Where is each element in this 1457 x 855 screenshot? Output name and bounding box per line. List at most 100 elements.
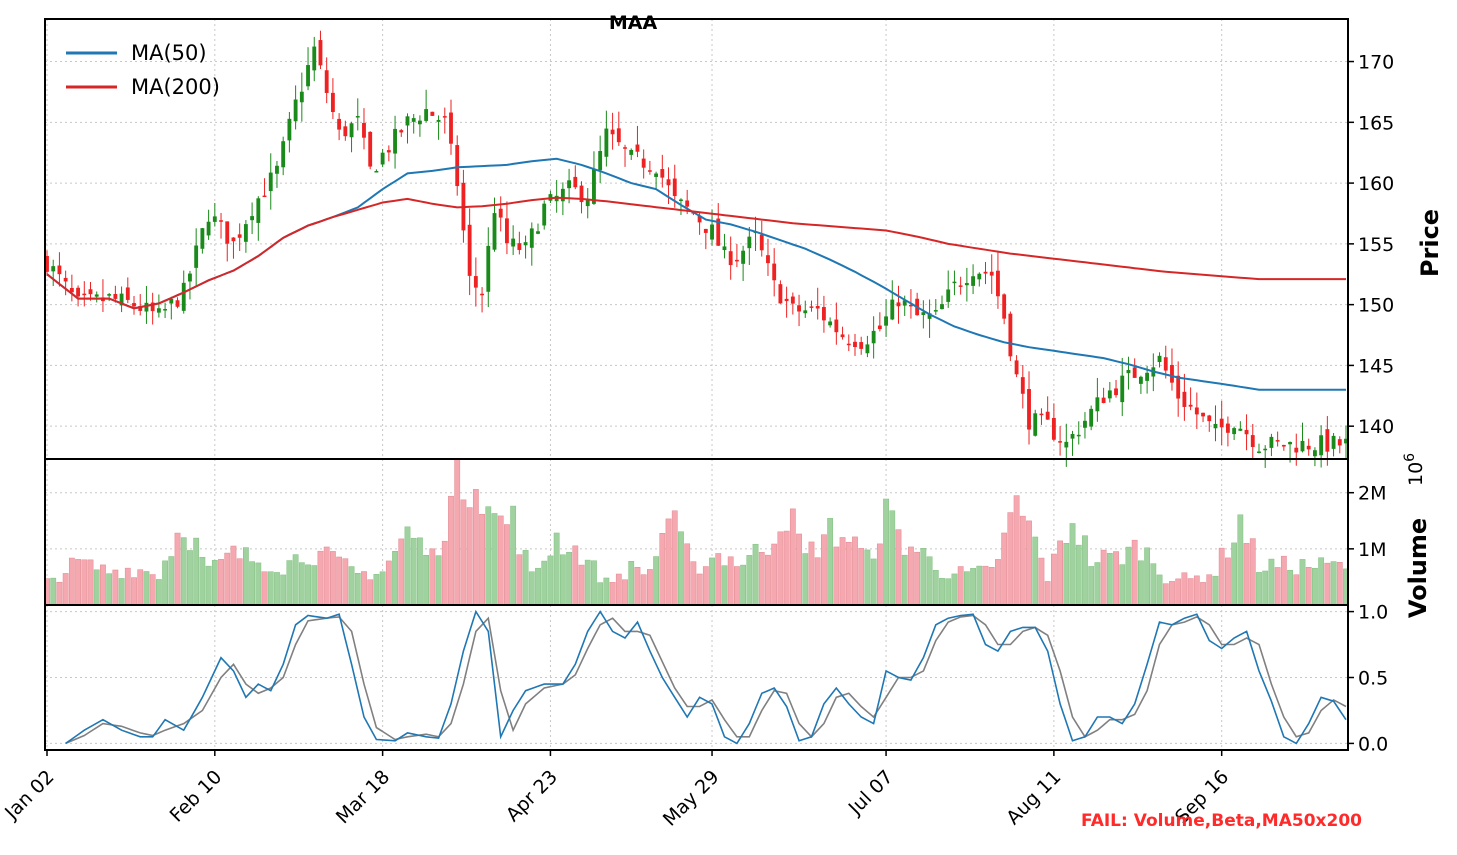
candle-body bbox=[703, 228, 708, 233]
volume-bar bbox=[522, 550, 529, 606]
volume-bar bbox=[199, 556, 206, 606]
oscillator-panel: 0.0 0.5 1.0 bbox=[44, 602, 1388, 755]
candle-body bbox=[94, 294, 99, 297]
candle-body bbox=[150, 302, 155, 312]
volume-bar bbox=[93, 569, 100, 606]
volume-bar bbox=[1274, 567, 1281, 606]
x-tick-label: Feb 10 bbox=[166, 766, 227, 827]
volume-bar bbox=[721, 565, 728, 606]
candle-body bbox=[1132, 367, 1137, 378]
candle-body bbox=[654, 173, 659, 177]
volume-bar bbox=[311, 565, 318, 606]
volume-bar bbox=[1312, 567, 1318, 606]
volume-bar bbox=[895, 529, 902, 606]
candle-body bbox=[480, 293, 484, 296]
candle-body bbox=[511, 238, 516, 247]
volume-bar bbox=[553, 532, 560, 606]
volume-bar bbox=[883, 498, 889, 606]
volume-bar bbox=[1001, 532, 1008, 606]
volume-bar bbox=[783, 530, 790, 606]
volume-bar bbox=[970, 568, 976, 606]
candle-body bbox=[1014, 360, 1019, 375]
x-axis-ticks: Jan 02 Feb 10 Mar 18 Apr 23 May 29 Jul 07 Aug … bbox=[0, 750, 1233, 831]
candle-body bbox=[498, 208, 503, 218]
candle-body bbox=[430, 111, 435, 116]
price-axis-label: Price bbox=[1416, 209, 1444, 277]
volume-bar bbox=[864, 549, 871, 606]
volume-bar bbox=[1181, 572, 1188, 606]
candle-body bbox=[1337, 439, 1342, 446]
volume-bar bbox=[1200, 582, 1206, 606]
volume-bar bbox=[330, 551, 336, 606]
candle-body bbox=[256, 198, 261, 223]
volume-bar bbox=[914, 551, 921, 606]
candle-body bbox=[610, 129, 615, 135]
candle-body bbox=[542, 203, 547, 226]
candle-body bbox=[853, 341, 857, 348]
price-tick-label: 140 bbox=[1358, 416, 1394, 438]
volume-bar bbox=[100, 564, 106, 606]
legend-ma50-label: MA(50) bbox=[131, 41, 207, 65]
candle-body bbox=[784, 298, 789, 302]
candle-body bbox=[355, 116, 360, 118]
candle-body bbox=[1126, 369, 1131, 374]
volume-bar bbox=[1175, 578, 1182, 606]
candle-body bbox=[275, 165, 279, 174]
candle-body bbox=[734, 259, 739, 262]
candle-body bbox=[623, 147, 627, 149]
candle-body bbox=[467, 224, 472, 276]
candle-body bbox=[1207, 415, 1212, 422]
candle-body bbox=[374, 170, 379, 173]
candle-body bbox=[660, 169, 665, 178]
candle-body bbox=[1120, 375, 1125, 403]
volume-bar bbox=[504, 524, 510, 606]
candle-body bbox=[262, 195, 267, 198]
candle-body bbox=[728, 251, 733, 266]
price-tick-label: 150 bbox=[1358, 295, 1394, 317]
volume-axis-label: Volume bbox=[1404, 518, 1432, 618]
volume-bar bbox=[211, 560, 218, 606]
candle-body bbox=[722, 246, 727, 251]
candle-body bbox=[442, 116, 447, 118]
volume-bar bbox=[584, 559, 591, 606]
candle-body bbox=[1145, 372, 1150, 381]
candle-body bbox=[666, 179, 671, 186]
volume-bar bbox=[1150, 563, 1157, 606]
volume-bar bbox=[448, 495, 454, 606]
volume-bar bbox=[50, 577, 57, 606]
volume-bar bbox=[808, 541, 815, 606]
oscillator-tick-label: 0.5 bbox=[1358, 668, 1388, 690]
candle-body bbox=[206, 221, 211, 236]
volume-bar bbox=[827, 518, 834, 606]
candle-body bbox=[293, 99, 298, 122]
volume-bar bbox=[187, 550, 193, 606]
candle-body bbox=[250, 216, 255, 221]
candle-body bbox=[1076, 434, 1081, 437]
candle-body bbox=[716, 218, 721, 246]
candle-body bbox=[88, 289, 93, 295]
candle-body bbox=[287, 118, 292, 141]
candle-body bbox=[1101, 397, 1106, 404]
volume-bar bbox=[796, 533, 802, 606]
candle-body bbox=[1281, 444, 1286, 447]
volume-bar bbox=[243, 547, 249, 606]
candle-body bbox=[579, 185, 584, 203]
volume-bar bbox=[1162, 583, 1169, 606]
volume-bar bbox=[671, 510, 678, 606]
candle-body bbox=[946, 289, 951, 302]
volume-bar bbox=[354, 573, 361, 606]
volume-bar bbox=[1082, 535, 1088, 606]
volume-bar bbox=[1106, 552, 1113, 606]
candle-body bbox=[1238, 428, 1243, 431]
volume-bar bbox=[1038, 557, 1045, 606]
candle-body bbox=[368, 131, 373, 167]
volume-bar bbox=[821, 534, 827, 606]
volume-bar bbox=[901, 554, 908, 606]
volume-bar bbox=[75, 559, 81, 606]
volume-bar bbox=[715, 553, 722, 606]
candle-body bbox=[747, 236, 752, 249]
volume-bar bbox=[1318, 557, 1325, 606]
volume-bar bbox=[845, 541, 852, 606]
candle-body bbox=[231, 237, 236, 242]
candle-body bbox=[977, 273, 982, 280]
